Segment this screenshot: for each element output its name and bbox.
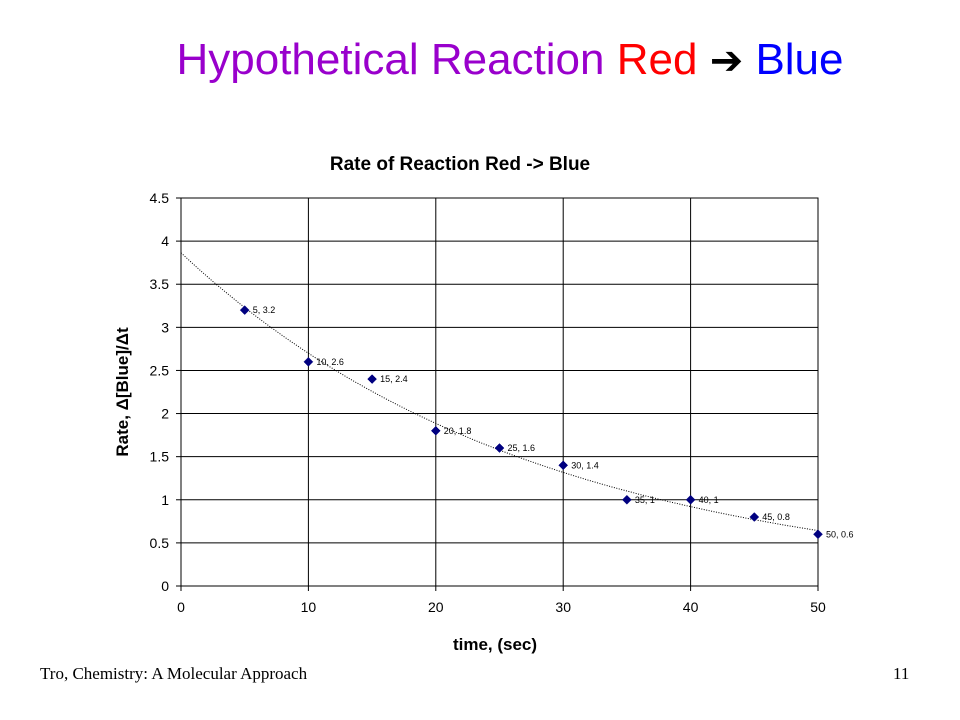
- y-tick-label: 2: [161, 406, 169, 422]
- data-point-label: 5, 3.2: [253, 305, 276, 315]
- y-tick-label: 4: [161, 233, 169, 249]
- data-point-label: 30, 1.4: [571, 460, 599, 470]
- y-tick-label: 3: [161, 319, 169, 335]
- data-labels: 5, 3.2 10, 2.6 15, 2.4 20, 1.8 25, 1.6 30, 1.…: [253, 305, 854, 539]
- arrow-right-icon: ➔: [709, 38, 744, 84]
- data-point-label: 35, 1: [635, 495, 655, 505]
- data-point-marker: [813, 529, 823, 540]
- data-point-label: 20, 1.8: [444, 426, 472, 436]
- data-point-label: 15, 2.4: [380, 374, 408, 384]
- y-tick-label: 1.5: [150, 449, 170, 465]
- x-tick-label: 0: [177, 599, 185, 615]
- data-point-marker: [494, 443, 505, 453]
- data-point-marker: [367, 374, 377, 384]
- x-tick-label: 40: [683, 599, 699, 615]
- y-tick-label: 4.5: [150, 190, 170, 206]
- trendline: [180, 252, 819, 532]
- y-tick-label: 1: [161, 492, 169, 508]
- y-tick-label: 0.5: [150, 535, 170, 551]
- x-tick-label: 50: [810, 599, 826, 615]
- data-point-label: 25, 1.6: [508, 443, 536, 453]
- page-number: 11: [893, 664, 910, 683]
- data-point-label: 10, 2.6: [316, 357, 344, 367]
- y-tick-label: 0: [161, 578, 169, 594]
- y-axis-label: Rate, Δ[Blue]/Δt: [113, 327, 132, 457]
- title-main: Hypothetical Reaction: [176, 35, 605, 84]
- x-tick-label: 20: [428, 599, 444, 615]
- chart-title: Rate of Reaction Red -> Blue: [330, 154, 590, 175]
- x-axis-ticks: 0 10 20 30 40 50: [177, 586, 826, 615]
- data-point-marker: [558, 460, 569, 471]
- x-axis-label: time, (sec): [453, 635, 537, 654]
- chart-gridlines: [180, 197, 819, 587]
- data-points: [239, 305, 823, 540]
- data-point-label: 45, 0.8: [762, 512, 790, 522]
- y-tick-label: 2.5: [150, 362, 170, 378]
- x-tick-label: 30: [555, 599, 571, 615]
- y-axis-ticks: 0 0.5 1 1.5 2 2.5 3 3.5 4 4.5: [150, 190, 181, 594]
- title-blue: Blue: [755, 35, 844, 84]
- title-red: Red: [616, 35, 698, 84]
- data-point-marker: [622, 494, 632, 505]
- data-point-marker: [239, 305, 250, 315]
- data-point-marker: [430, 425, 441, 436]
- data-point-marker: [749, 512, 760, 522]
- footer-source: Tro, Chemistry: A Molecular Approach: [40, 664, 308, 683]
- data-point-marker: [685, 494, 696, 505]
- plot-area-frame: [180, 197, 819, 587]
- x-tick-label: 10: [301, 599, 317, 615]
- data-point-label: 40, 1: [699, 495, 719, 505]
- data-point-marker: [303, 356, 314, 367]
- data-point-label: 50, 0.6: [826, 529, 854, 539]
- slide-title: Hypothetical Reaction Red ➔ Blue: [0, 30, 960, 91]
- y-tick-label: 3.5: [150, 276, 170, 292]
